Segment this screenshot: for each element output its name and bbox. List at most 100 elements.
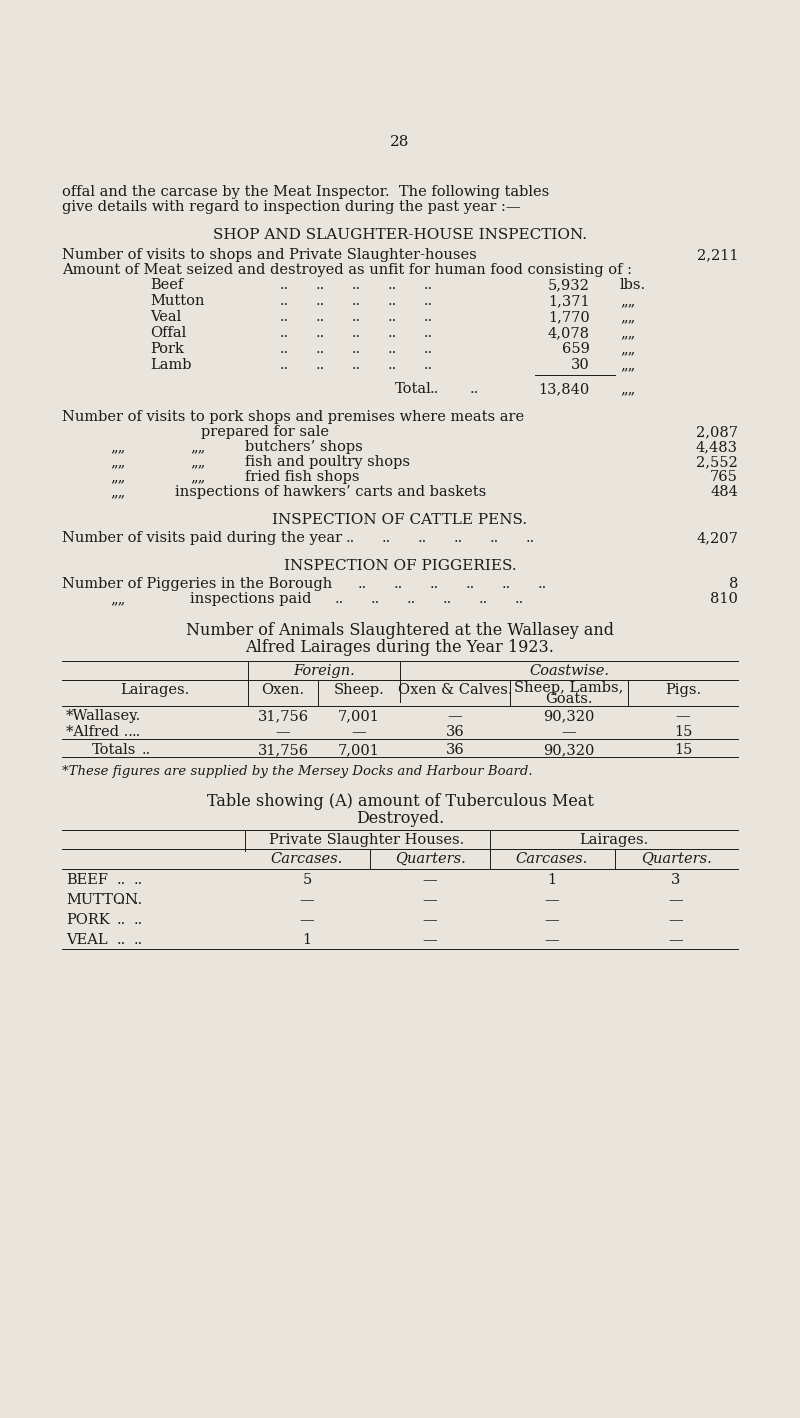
Text: 4,483: 4,483 [696,440,738,454]
Text: ..: .. [424,278,434,292]
Text: ..: .. [316,278,326,292]
Text: Number of Piggeries in the Borough: Number of Piggeries in the Borough [62,577,332,591]
Text: fried fish shops: fried fish shops [245,469,359,484]
Text: „„: „„ [190,469,206,484]
Text: Number of visits to pork shops and premises where meats are: Number of visits to pork shops and premi… [62,410,524,424]
Text: 15: 15 [674,743,692,757]
Text: ..: .. [132,709,142,723]
Text: ..: .. [117,933,126,947]
Text: Quarters.: Quarters. [641,852,711,866]
Text: 36: 36 [446,725,464,739]
Text: ..: .. [490,530,499,545]
Text: ..: .. [388,342,398,356]
Text: *Alfred ..: *Alfred .. [66,725,133,739]
Text: ..: .. [316,311,326,323]
Text: 30: 30 [571,357,590,372]
Text: „„: „„ [110,469,126,484]
Text: ..: .. [515,591,524,605]
Text: ..: .. [316,294,326,308]
Text: 484: 484 [710,485,738,499]
Text: Destroyed.: Destroyed. [356,810,444,827]
Text: Coastwise.: Coastwise. [529,664,609,678]
Text: Goats.: Goats. [546,692,593,706]
Text: ..: .. [358,577,367,591]
Text: 4,207: 4,207 [696,530,738,545]
Text: ..: .. [479,591,488,605]
Text: ..: .. [280,294,290,308]
Text: Sheep.: Sheep. [334,683,384,698]
Text: Totals: Totals [92,743,136,757]
Text: Carcases.: Carcases. [271,852,343,866]
Text: „„: „„ [110,440,126,454]
Text: ..: .. [335,591,344,605]
Text: 28: 28 [390,135,410,149]
Text: „„: „„ [190,455,206,469]
Text: MUTTON: MUTTON [66,893,138,908]
Text: offal and the carcase by the Meat Inspector.  The following tables: offal and the carcase by the Meat Inspec… [62,184,550,199]
Text: ..: .. [388,311,398,323]
Text: ..: .. [470,381,479,396]
Text: ..: .. [352,357,362,372]
Text: ..: .. [424,311,434,323]
Text: „„: „„ [620,311,635,323]
Text: ..: .. [280,357,290,372]
Text: ..: .. [352,294,362,308]
Text: 4,078: 4,078 [548,326,590,340]
Text: 15: 15 [674,725,692,739]
Text: —: — [562,725,576,739]
Text: 31,756: 31,756 [258,743,309,757]
Text: „„: „„ [620,326,635,340]
Text: prepared for sale: prepared for sale [201,425,329,440]
Text: —: — [422,913,438,927]
Text: ..: .. [407,591,416,605]
Text: 90,320: 90,320 [543,709,594,723]
Text: Alfred Lairages during the Year 1923.: Alfred Lairages during the Year 1923. [246,640,554,657]
Text: Sheep, Lambs,: Sheep, Lambs, [514,681,624,695]
Text: ..: .. [454,530,463,545]
Text: VEAL: VEAL [66,933,108,947]
Text: Private Slaughter Houses.: Private Slaughter Houses. [270,832,465,847]
Text: Pigs.: Pigs. [665,683,701,698]
Text: ..: .. [388,278,398,292]
Text: ..: .. [388,294,398,308]
Text: 90,320: 90,320 [543,743,594,757]
Text: fish and poultry shops: fish and poultry shops [245,455,410,469]
Text: —: — [676,709,690,723]
Text: ..: .. [134,913,143,927]
Text: 8: 8 [729,577,738,591]
Text: lbs.: lbs. [620,278,646,292]
Text: Mutton: Mutton [150,294,205,308]
Text: —: — [422,933,438,947]
Text: ..: .. [280,311,290,323]
Text: „„: „„ [110,485,126,499]
Text: Table showing (A) amount of Tuberculous Meat: Table showing (A) amount of Tuberculous … [206,793,594,810]
Text: ..: .. [424,294,434,308]
Text: ..: .. [117,873,126,888]
Text: Amount of Meat seized and destroyed as unfit for human food consisting of :: Amount of Meat seized and destroyed as u… [62,262,632,277]
Text: —: — [669,913,683,927]
Text: ..: .. [394,577,403,591]
Text: ..: .. [466,577,475,591]
Text: „„: „„ [620,342,635,356]
Text: inspections of hawkers’ carts and baskets: inspections of hawkers’ carts and basket… [175,485,486,499]
Text: 7,001: 7,001 [338,709,380,723]
Text: ..: .. [352,278,362,292]
Text: 2,211: 2,211 [697,248,738,262]
Text: „„: „„ [190,440,206,454]
Text: Beef: Beef [150,278,183,292]
Text: Number of visits to shops and Private Slaughter-houses: Number of visits to shops and Private Sl… [62,248,477,262]
Text: 1: 1 [547,873,557,888]
Text: —: — [545,933,559,947]
Text: Foreign.: Foreign. [293,664,355,678]
Text: ..: .. [388,357,398,372]
Text: BEEF: BEEF [66,873,108,888]
Text: Lamb: Lamb [150,357,191,372]
Text: ..: .. [316,342,326,356]
Text: ..: .. [418,530,427,545]
Text: *Wallasey: *Wallasey [66,709,138,723]
Text: inspections paid: inspections paid [190,591,311,605]
Text: butchers’ shops: butchers’ shops [245,440,362,454]
Text: ..: .. [526,530,535,545]
Text: Carcases.: Carcases. [516,852,588,866]
Text: ..: .. [538,577,547,591]
